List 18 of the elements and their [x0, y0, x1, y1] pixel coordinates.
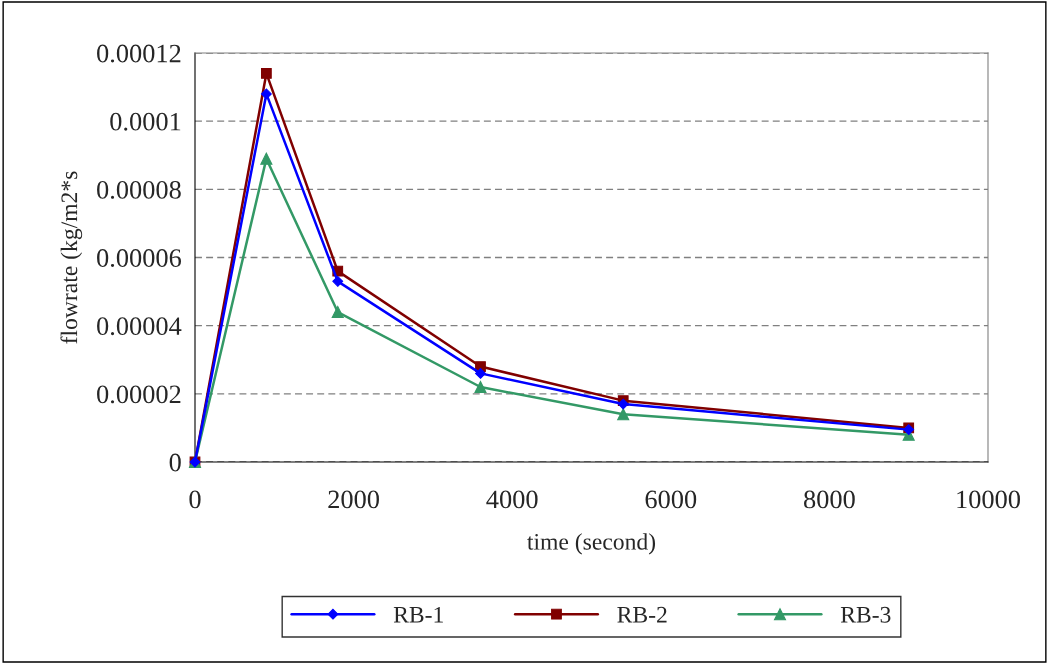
x-tick-label: 10000 [957, 490, 1020, 509]
y-tick-label: 0.0001 [110, 112, 181, 131]
x-tick-label: 0 [189, 490, 201, 509]
x-tick-label: 4000 [486, 490, 538, 509]
y-tick-label: 0.00004 [97, 317, 182, 336]
y-tick-label: 0 [169, 453, 181, 472]
legend-label: RB-3 [840, 606, 891, 623]
legend-label: RB-1 [393, 606, 443, 623]
x-tick-label: 6000 [645, 490, 697, 509]
x-tick-label: 2000 [328, 490, 379, 509]
y-axis-title: flowrate (kg/m2*s [60, 171, 83, 344]
x-axis-title: time (second) [527, 533, 656, 555]
y-tick-label: 0.00006 [97, 249, 182, 268]
y-tick-label: 0.00002 [97, 385, 181, 404]
y-tick-label: 0.00008 [97, 180, 181, 199]
y-tick-label: 0.00012 [97, 44, 181, 63]
legend-label: RB-2 [617, 606, 667, 623]
x-tick-label: 8000 [804, 490, 855, 509]
